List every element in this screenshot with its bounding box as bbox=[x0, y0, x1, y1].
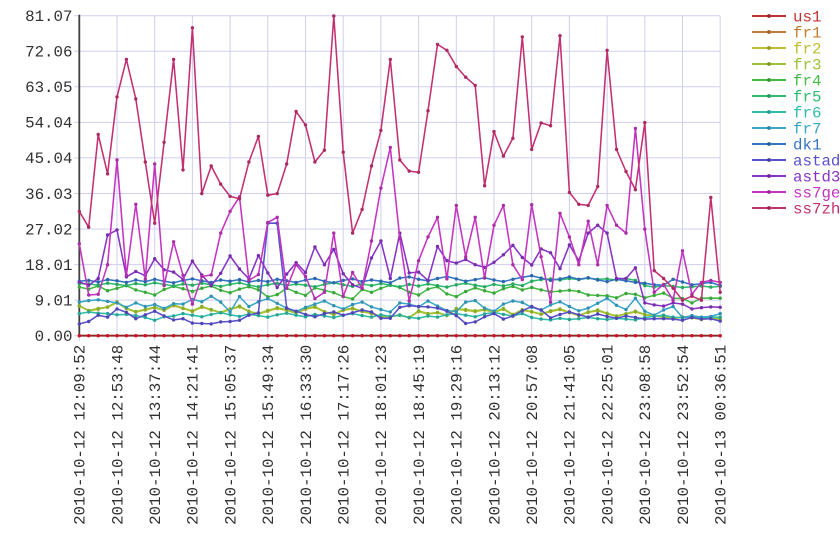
svg-text:2010-10-12 14:21:41: 2010-10-12 14:21:41 bbox=[185, 345, 203, 525]
svg-text:2010-10-12 15:49:34: 2010-10-12 15:49:34 bbox=[260, 345, 278, 525]
svg-text:ss7zh: ss7zh bbox=[793, 200, 840, 218]
svg-text:fr6: fr6 bbox=[793, 104, 821, 122]
svg-text:2010-10-12 17:17:26: 2010-10-12 17:17:26 bbox=[336, 345, 354, 525]
svg-text:9.01: 9.01 bbox=[35, 292, 73, 310]
svg-text:fr7: fr7 bbox=[793, 120, 821, 138]
svg-text:45.04: 45.04 bbox=[25, 150, 72, 168]
svg-text:dk1: dk1 bbox=[793, 136, 821, 154]
svg-text:36.03: 36.03 bbox=[25, 186, 72, 204]
svg-text:0.00: 0.00 bbox=[35, 328, 73, 346]
svg-text:ss7ge: ss7ge bbox=[793, 184, 840, 202]
svg-text:81.07: 81.07 bbox=[25, 8, 72, 26]
svg-text:astad: astad bbox=[793, 152, 840, 170]
svg-text:2010-10-12 20:13:12: 2010-10-12 20:13:12 bbox=[486, 345, 504, 525]
svg-text:2010-10-12 22:25:01: 2010-10-12 22:25:01 bbox=[599, 345, 617, 525]
svg-text:2010-10-12 18:45:19: 2010-10-12 18:45:19 bbox=[411, 345, 429, 525]
svg-text:astd3: astd3 bbox=[793, 168, 840, 186]
svg-text:fr1: fr1 bbox=[793, 24, 821, 42]
svg-text:fr2: fr2 bbox=[793, 40, 821, 58]
svg-text:fr5: fr5 bbox=[793, 88, 821, 106]
svg-text:2010-10-13 00:36:51: 2010-10-13 00:36:51 bbox=[713, 345, 731, 525]
svg-text:us1: us1 bbox=[793, 8, 821, 26]
svg-text:63.05: 63.05 bbox=[25, 79, 72, 97]
svg-text:fr3: fr3 bbox=[793, 56, 821, 74]
svg-text:2010-10-12 15:05:37: 2010-10-12 15:05:37 bbox=[222, 345, 240, 525]
svg-text:72.06: 72.06 bbox=[25, 44, 72, 62]
svg-text:27.02: 27.02 bbox=[25, 221, 72, 239]
svg-text:2010-10-12 12:09:52: 2010-10-12 12:09:52 bbox=[72, 345, 90, 525]
svg-text:2010-10-12 23:52:54: 2010-10-12 23:52:54 bbox=[675, 345, 693, 525]
svg-text:2010-10-12 13:37:44: 2010-10-12 13:37:44 bbox=[147, 345, 165, 525]
svg-text:2010-10-12 12:53:48: 2010-10-12 12:53:48 bbox=[109, 345, 127, 525]
svg-text:2010-10-12 16:33:30: 2010-10-12 16:33:30 bbox=[298, 345, 316, 525]
svg-text:2010-10-12 18:01:23: 2010-10-12 18:01:23 bbox=[373, 345, 391, 525]
svg-text:54.04: 54.04 bbox=[25, 115, 72, 133]
svg-text:2010-10-12 21:41:05: 2010-10-12 21:41:05 bbox=[562, 345, 580, 525]
svg-text:fr4: fr4 bbox=[793, 72, 821, 90]
svg-text:2010-10-12 23:08:58: 2010-10-12 23:08:58 bbox=[637, 345, 655, 525]
svg-text:2010-10-12 20:57:08: 2010-10-12 20:57:08 bbox=[524, 345, 542, 525]
svg-text:18.01: 18.01 bbox=[25, 257, 72, 275]
svg-text:2010-10-12 19:29:16: 2010-10-12 19:29:16 bbox=[449, 345, 467, 525]
